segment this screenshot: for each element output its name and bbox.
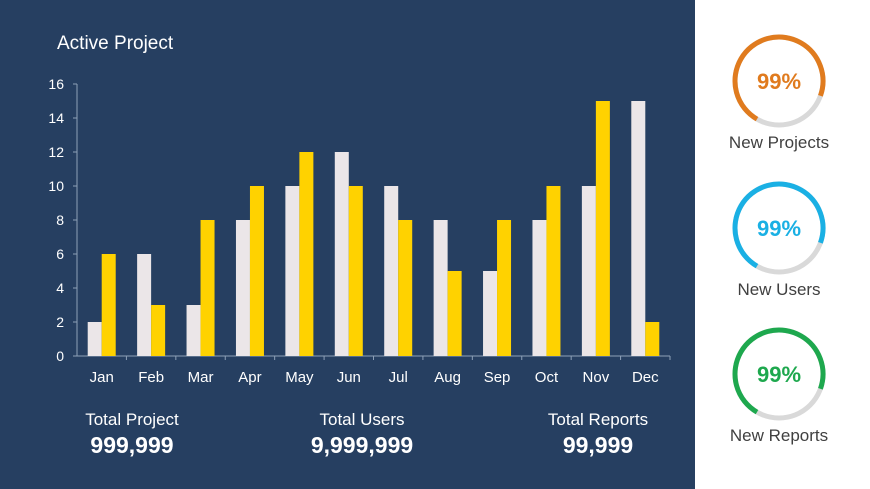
x-tick-label: Jun (337, 369, 361, 386)
bar-jan-series-2 (101, 254, 116, 356)
x-tick-label: Dec (632, 369, 659, 386)
stat-total-reports: Total Reports 99,999 (498, 410, 698, 459)
bar-jun-series-2 (348, 186, 363, 356)
ring-value: 99% (757, 362, 801, 387)
y-tick-label: 10 (48, 178, 64, 194)
ring-value: 99% (757, 69, 801, 94)
bar-jul-series-2 (398, 220, 413, 356)
x-tick-label: Aug (434, 369, 461, 386)
bar-feb-series-1 (137, 254, 152, 356)
y-tick-label: 16 (48, 76, 64, 92)
stat-total-project: Total Project 999,999 (32, 410, 232, 459)
bar-dec-series-2 (645, 322, 660, 356)
ring-value: 99% (757, 216, 801, 241)
y-tick-label: 6 (56, 246, 64, 262)
bar-aug-series-2 (447, 271, 462, 356)
stat-label: Total Project (85, 410, 179, 429)
bar-jan-series-1 (87, 322, 102, 356)
bar-chart: 0 2 4 6 8 10 12 14 16 Jan Feb Mar Apr May Jun Jul Aug Sep… (48, 76, 671, 386)
x-tick-label: Jan (90, 369, 114, 386)
bar-apr-series-2 (249, 186, 264, 356)
bar-oct-series-1 (532, 220, 547, 356)
y-tick-label: 4 (56, 280, 64, 296)
y-tick-label: 14 (48, 110, 64, 126)
bar-jul-series-1 (384, 186, 399, 356)
kpi-label: New Reports (729, 426, 829, 445)
stat-value: 999,999 (90, 432, 174, 458)
x-tick-label: Sep (484, 369, 511, 386)
y-tick-label: 12 (48, 144, 64, 160)
bar-mar-series-2 (200, 220, 215, 356)
stat-value: 99,999 (562, 432, 634, 458)
bar-nov-series-2 (595, 101, 610, 356)
progress-ring: 99% (732, 327, 826, 421)
stat-value: 9,999,999 (310, 432, 414, 458)
y-tick-label: 0 (56, 348, 64, 364)
kpi-label: New Projects (728, 133, 830, 152)
kpi-new-reports: 99% New Reports (709, 326, 849, 446)
bar-sep-series-1 (483, 271, 498, 356)
dashboard-panel: Active Project 0 2 4 6 8 10 12 14 16 Jan Feb Mar Apr… (0, 0, 695, 489)
bar-mar-series-1 (186, 305, 201, 356)
bar-jun-series-1 (334, 152, 349, 356)
bar-dec-series-1 (631, 101, 646, 356)
x-tick-label: Mar (188, 369, 214, 386)
bar-nov-series-1 (581, 186, 596, 356)
ring-progress (732, 327, 826, 421)
progress-ring: 99% (732, 181, 826, 275)
bar-feb-series-2 (151, 305, 166, 356)
progress-ring: 99% (732, 34, 826, 128)
x-tick-label: Feb (138, 369, 164, 386)
x-tick-label: Oct (535, 369, 559, 386)
bar-may-series-1 (285, 186, 300, 356)
stat-label: Total Reports (547, 410, 649, 429)
bar-oct-series-2 (546, 186, 561, 356)
kpi-new-users: 99% New Users (709, 180, 849, 300)
bar-apr-series-1 (235, 220, 250, 356)
x-tick-label: May (285, 369, 314, 386)
bar-sep-series-2 (497, 220, 512, 356)
kpi-label: New Users (737, 280, 821, 299)
x-tick-label: Nov (583, 369, 610, 386)
stat-label: Total Users (319, 410, 405, 429)
chart-title: Active Project (57, 33, 174, 54)
ring-progress (732, 34, 826, 128)
kpi-new-projects: 99% New Projects (709, 33, 849, 153)
x-tick-label: Apr (238, 369, 261, 386)
x-tick-label: Jul (389, 369, 408, 386)
bar-aug-series-1 (433, 220, 448, 356)
ring-progress (732, 181, 826, 275)
bar-may-series-2 (299, 152, 314, 356)
stat-total-users: Total Users 9,999,999 (262, 410, 462, 459)
y-tick-label: 2 (56, 314, 64, 330)
y-tick-label: 8 (56, 212, 64, 228)
